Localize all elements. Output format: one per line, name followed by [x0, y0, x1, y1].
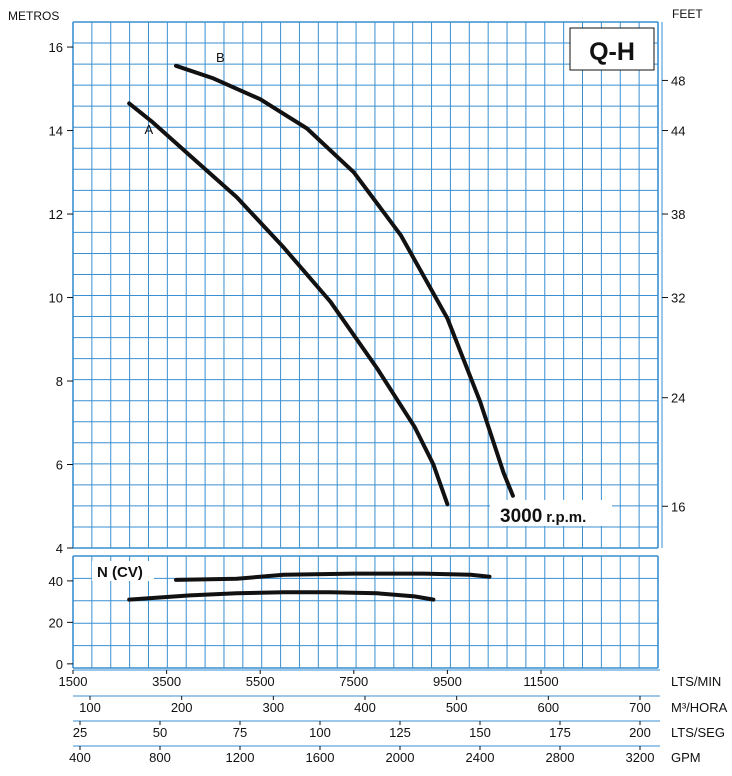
x-tick-label: 3200 [626, 750, 655, 765]
title-box [569, 27, 655, 71]
x-tick-label: 2000 [386, 750, 415, 765]
axes-layer [67, 22, 668, 750]
x-tick-label: 2400 [466, 750, 495, 765]
power-title-bg [92, 561, 154, 581]
x-tick-label: 175 [549, 725, 571, 740]
x-tick-label: 11500 [523, 674, 558, 689]
x-tick-label: 1600 [306, 750, 335, 765]
x-tick-label: 100 [79, 700, 101, 715]
speed-label: 3000 r.p.m. [500, 506, 586, 527]
curve-label-a: A [145, 122, 154, 137]
power-y-tick-label: 40 [49, 574, 63, 589]
x-tick-label: 500 [446, 700, 468, 715]
y-tick-label-right: 24 [671, 391, 685, 406]
curve-a [127, 101, 450, 507]
x-tick-label: 600 [537, 700, 559, 715]
x-axis-unit: LTS/SEG [671, 725, 725, 740]
curve-b [174, 63, 515, 498]
x-tick-label: 2800 [546, 750, 575, 765]
x-tick-label: 200 [171, 700, 193, 715]
speed-value: 3000 [500, 506, 542, 527]
x-tick-label: 5500 [246, 674, 275, 689]
x-tick-label: 125 [389, 725, 411, 740]
y-tick-label-right: 32 [671, 291, 685, 306]
x-tick-label: 100 [309, 725, 331, 740]
power-curve-2 [127, 590, 436, 602]
x-tick-label: 700 [629, 700, 651, 715]
x-tick-label: 200 [629, 725, 651, 740]
x-tick-label: 1200 [226, 750, 255, 765]
x-tick-label: 150 [469, 725, 491, 740]
y-axis-title-left: METROS [8, 9, 59, 23]
curve-label-b: B [216, 50, 225, 65]
y-tick-label-left: 8 [56, 374, 63, 389]
x-axis-unit: M³/HORA [671, 700, 728, 715]
y-tick-label-left: 12 [49, 207, 63, 222]
x-tick-label: 300 [262, 700, 284, 715]
curves-layer [127, 63, 515, 602]
power-title: N (CV) [97, 564, 143, 581]
x-tick-label: 400 [69, 750, 91, 765]
chart-title: Q-H [589, 38, 635, 66]
y-tick-label-right: 16 [671, 499, 685, 514]
x-tick-label: 75 [233, 725, 247, 740]
speed-label-bg [490, 500, 612, 526]
power-y-tick-label: 20 [49, 615, 63, 630]
x-tick-label: 9500 [433, 674, 462, 689]
y-tick-label-left: 4 [56, 541, 63, 556]
y-tick-label-right: 48 [671, 73, 685, 88]
x-axis-unit: LTS/MIN [671, 674, 721, 689]
x-tick-label: 50 [153, 725, 167, 740]
y-tick-label-left: 10 [49, 291, 63, 306]
power-curve-1 [174, 571, 492, 582]
y-tick-label-right: 38 [671, 207, 685, 222]
y-tick-label-left: 6 [56, 458, 63, 473]
x-tick-label: 7500 [339, 674, 368, 689]
y-tick-label-left: 14 [49, 124, 63, 139]
x-axis-unit: GPM [671, 750, 701, 765]
power-y-tick-label: 0 [56, 657, 63, 672]
labels-layer: 4 6 8 10 12 14 16 METROS 48 44 38 32 24 16 FEET Q-H A B 30… [8, 7, 728, 765]
x-tick-label: 400 [354, 700, 376, 715]
x-tick-label: 25 [73, 725, 87, 740]
x-tick-label: 1500 [59, 674, 88, 689]
y-tick-label-right: 44 [671, 124, 685, 139]
y-tick-label-left: 16 [49, 40, 63, 55]
speed-unit: r.p.m. [546, 509, 586, 526]
y-axis-title-right: FEET [672, 7, 703, 21]
x-tick-label: 800 [149, 750, 171, 765]
x-tick-label: 3500 [152, 674, 181, 689]
